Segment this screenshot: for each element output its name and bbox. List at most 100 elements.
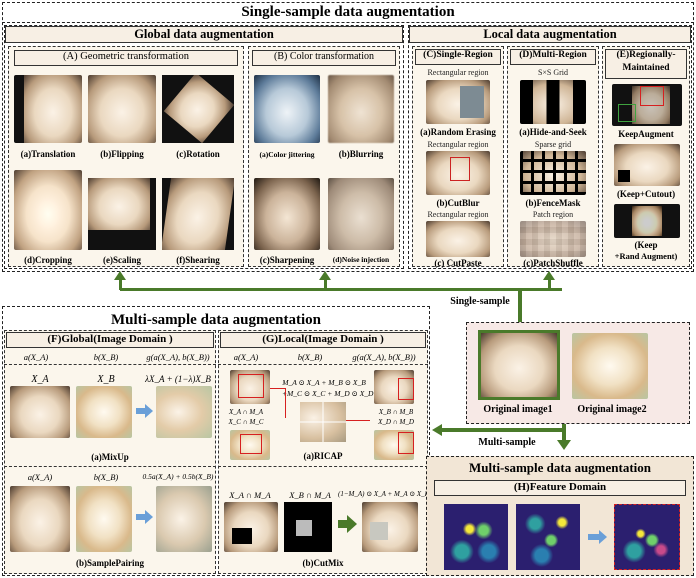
cutmix-result (362, 502, 418, 552)
cutmix-image-a (224, 502, 278, 552)
mixup-image-a (10, 386, 70, 438)
random-erasing-image (426, 80, 490, 124)
single-region-header (415, 49, 501, 65)
translation-image (14, 75, 82, 143)
h-sub-title: (H)Feature Domain (513, 481, 607, 493)
cutmix-label: (b)CutMix (302, 558, 344, 568)
g-divider-2 (218, 466, 428, 467)
noise-injection-label: (d)Noise injection (332, 255, 390, 264)
g-divider (218, 364, 428, 365)
sp-image-a (10, 486, 70, 552)
connector-arrow-2 (324, 278, 327, 290)
ricap-image-a (230, 370, 270, 404)
single-sample-title: Single-sample data augmentation (241, 4, 455, 20)
cropping-image (14, 170, 82, 250)
ricap-image-b (374, 370, 414, 404)
single-sample-label: Single-sample (450, 296, 510, 307)
cutmix-header-b: X_B ∩ M_A (289, 490, 331, 500)
connector-vertical (518, 288, 522, 322)
multi-arrowhead-left (432, 424, 442, 436)
keep-cutout-label: (Keep+Cutout) (616, 189, 676, 199)
single-region-title: (C)Single-Region (423, 50, 493, 60)
h-arrow (588, 534, 600, 540)
fencemask-label: (b)FenceMask (525, 198, 581, 208)
single-region-caption-2: Rectangular region (427, 140, 489, 149)
multi-sample-title: Multi-sample data augmentation (111, 312, 321, 328)
mixup-formula: λX_A + (1−λ)X_B (145, 374, 211, 384)
mixup-image-b (76, 386, 132, 438)
multi-sample-panel (2, 306, 430, 576)
shearing-label: (f)Shearing (176, 255, 220, 265)
sp-arrowhead (145, 510, 153, 524)
patchshuffle-label: (c)PatchShuffle (523, 258, 583, 268)
original-image-1-label: Original image1 (483, 404, 553, 415)
h-arrowhead (599, 530, 607, 544)
geometric-title: (A) Geometric transformation (63, 51, 189, 62)
cutmix-formula: (1−M_A) ⊙ X_A + M_A ⊙ X_B (338, 490, 429, 498)
regionally-title-1: (E)Regionally- (616, 50, 676, 60)
multi-arrowhead-down (557, 440, 571, 450)
arrowhead-2 (319, 271, 331, 280)
multi-sample-label: Multi-sample (478, 437, 536, 448)
f-header-a: a(X_A) (23, 352, 49, 362)
local-aug-panel (408, 25, 692, 269)
rotation-image (162, 75, 234, 143)
flipping-label: (b)Flipping (100, 149, 144, 159)
ricap-image-d (374, 430, 414, 460)
multi-region-header (510, 49, 596, 65)
original-image-2-label: Original image2 (577, 404, 647, 415)
cutpaste-label: (c) CutPaste (434, 258, 482, 268)
mixup-arrowhead (145, 404, 153, 418)
sp-result (156, 486, 212, 552)
ricap-result (300, 402, 346, 442)
rotation-label: (c)Rotation (176, 149, 220, 159)
keep-cutout-image (614, 144, 680, 186)
ricap-label: (a)RICAP (303, 451, 343, 461)
h-title: Multi-sample data augmentation (469, 460, 651, 475)
regionally-header (605, 49, 687, 79)
regionally-title-2: Maintained (622, 63, 670, 73)
local-aug-header (409, 26, 691, 43)
color-header (252, 50, 396, 66)
random-erasing-label: (a)Random Erasing (420, 127, 496, 137)
global-aug-header (5, 26, 403, 43)
sharpening-label: (c)Sharpening (259, 255, 315, 265)
multi-connector-horizontal (442, 428, 564, 432)
hide-and-seek-image (520, 80, 586, 124)
arrowhead-1 (114, 271, 126, 280)
fencemask-image (520, 151, 586, 195)
h-sub-header (434, 480, 686, 496)
shearing-image (162, 178, 234, 250)
keep-randaugment-label-1: (Keep (634, 240, 658, 250)
cutmix-mask (284, 502, 332, 552)
scaling-image (88, 178, 156, 250)
patchshuffle-image (520, 221, 586, 257)
feature-map-1 (444, 504, 508, 570)
ricap-xd-md: X_D ∩ M_D (378, 418, 414, 426)
hide-and-seek-label: (a)Hide-and-Seek (519, 127, 587, 137)
samplepairing-label: (b)SamplePairing (75, 558, 144, 568)
arrowhead-3 (543, 271, 555, 280)
ricap-arrow-right-h (346, 420, 370, 421)
sp-formula: 0.5a(X_A) + 0.5b(X_B) (142, 472, 214, 481)
mixup-arrow (136, 408, 146, 414)
keep-randaugment-image (614, 204, 680, 238)
sharpening-image (254, 178, 320, 250)
blurring-label: (b)Blurring (338, 149, 384, 159)
cutblur-image (426, 151, 490, 195)
ricap-formula-1: M_A ⊙ X_A + M_B ⊙ X_B (282, 378, 366, 387)
connector-arrow-3 (548, 278, 551, 290)
local-aug-title: Local data augmentation (483, 27, 617, 41)
mixup-result (156, 386, 212, 438)
single-region-caption-1: Rectangular region (427, 68, 489, 77)
feature-map-2 (516, 504, 580, 570)
g-header-b: b(X_B) (297, 352, 323, 362)
color-jittering-image (254, 75, 320, 143)
scaling-label: (e)Scaling (103, 255, 141, 265)
multi-region-caption-1: S×S Grid (537, 68, 569, 77)
g-title: (G)Local(Image Domain ) (262, 333, 384, 345)
title-divider (2, 22, 694, 23)
f-divider-2 (4, 466, 216, 467)
sp-image-b (76, 486, 132, 552)
blurring-image (328, 75, 394, 143)
